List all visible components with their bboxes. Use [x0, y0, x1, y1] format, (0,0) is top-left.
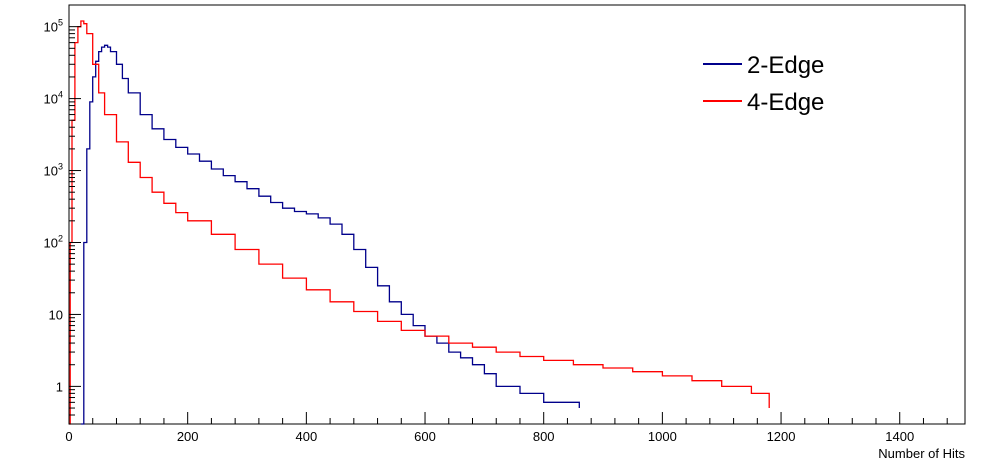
y-tick-label: 105: [44, 18, 63, 35]
legend: 2-Edge 4-Edge: [703, 52, 824, 116]
x-tick-label: 800: [533, 429, 555, 444]
series-group: [69, 20, 770, 425]
x-tick-label: 400: [295, 429, 317, 444]
series-line-2-edge: [80, 44, 580, 425]
y-tick-label: 102: [44, 233, 63, 250]
legend-label-2-edge: 2-Edge: [747, 52, 824, 79]
series-line-4-edge: [69, 20, 770, 425]
legend-label-4-edge: 4-Edge: [747, 89, 824, 116]
x-tick-label: 0: [65, 429, 72, 444]
axes-group: Number of Hits 0 200 400 600 800 1000 1200 1400…: [44, 4, 965, 461]
x-tick-label: 1200: [767, 429, 796, 444]
plot-frame-group: [68, 4, 966, 425]
y-tick-label: 1: [56, 379, 63, 394]
plot-frame: [68, 4, 966, 425]
y-tick-label: 103: [44, 162, 63, 179]
x-axis-title: Number of Hits: [878, 446, 965, 461]
y-tick-label: 104: [44, 90, 63, 107]
x-tick-label: 200: [177, 429, 199, 444]
x-tick-label: 1400: [885, 429, 914, 444]
x-tick-label: 1000: [648, 429, 677, 444]
y-tick-label: 10: [49, 307, 63, 322]
x-tick-label: 600: [414, 429, 436, 444]
